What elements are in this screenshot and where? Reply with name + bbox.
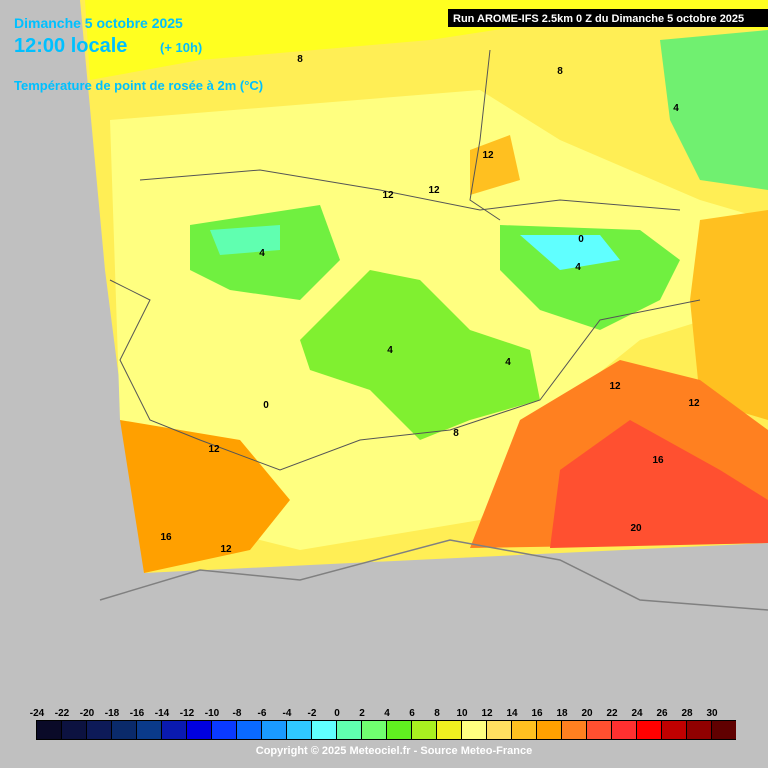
date: Dimanche 5 octobre 2025: [14, 15, 183, 31]
legend-tick-label: -24: [30, 708, 45, 719]
legend-tick-label: -8: [233, 708, 242, 719]
legend-swatch: [262, 721, 286, 739]
legend-tick-label: 12: [481, 708, 493, 719]
legend-swatch: [112, 721, 136, 739]
legend-swatch: [437, 721, 461, 739]
legend-tick-label: 24: [631, 708, 643, 719]
legend-tick-label: -18: [105, 708, 120, 719]
coastline: [99, 539, 768, 611]
zone-red: [550, 420, 768, 548]
contour-label: 12: [428, 185, 440, 196]
legend-tick-label: -4: [283, 708, 292, 719]
legend-swatch: [487, 721, 511, 739]
border: [139, 169, 681, 211]
contour-label: 12: [688, 398, 700, 409]
legend-swatch: [562, 721, 586, 739]
legend-swatch: [637, 721, 661, 739]
time: 12:00 locale: [14, 35, 127, 57]
legend-tick-label: 6: [409, 708, 415, 719]
contour-label: 4: [387, 345, 393, 356]
zone-green: [660, 30, 768, 190]
offset: (+ 10h): [160, 40, 202, 55]
legend-tick-label: -10: [205, 708, 220, 719]
legend-tick-label: 8: [434, 708, 440, 719]
legend-tick-label: -20: [80, 708, 95, 719]
legend-tick-label: -22: [55, 708, 70, 719]
legend-tick-label: 30: [706, 708, 718, 719]
contour-label: 8: [297, 54, 303, 65]
legend-tick-label: 4: [384, 708, 390, 719]
legend-swatch: [237, 721, 261, 739]
legend-swatch: [687, 721, 711, 739]
legend-tick-label: 28: [681, 708, 693, 719]
zone-orange: [470, 135, 520, 195]
legend-tick-label: 22: [606, 708, 618, 719]
legend-swatch: [587, 721, 611, 739]
legend-swatch: [62, 721, 86, 739]
contour-label: 4: [259, 248, 265, 259]
copyright: Copyright © 2025 Meteociel.fr - Source M…: [256, 745, 532, 757]
legend-tick-label: -14: [155, 708, 170, 719]
legend-swatch: [712, 721, 736, 739]
contour-label: 12: [220, 544, 232, 555]
legend-tick-label: 20: [581, 708, 593, 719]
contour-label: 12: [482, 150, 494, 161]
legend-tick-label: 10: [456, 708, 468, 719]
zone-green: [300, 270, 540, 440]
legend-tick-label: 0: [334, 708, 340, 719]
contour-label: 12: [382, 190, 394, 201]
contour-label: 4: [505, 357, 511, 368]
contour-label: 8: [453, 428, 459, 439]
contour-label: 0: [263, 400, 269, 411]
legend-swatch: [512, 721, 536, 739]
legend-swatch: [187, 721, 211, 739]
legend-swatch: [462, 721, 486, 739]
legend-swatch: [87, 721, 111, 739]
run-info: Run AROME-IFS 2.5km 0 Z du Dimanche 5 oc…: [453, 13, 744, 25]
contour-label: 20: [630, 523, 642, 534]
legend-tick-label: -16: [130, 708, 145, 719]
legend-swatch: [312, 721, 336, 739]
zone-cyan: [210, 225, 280, 255]
contour-label: 4: [575, 262, 581, 273]
legend-swatch: [362, 721, 386, 739]
contour-label: 4: [673, 103, 679, 114]
contour-label: 16: [160, 532, 172, 543]
legend-swatch: [212, 721, 236, 739]
contour-label: 12: [609, 381, 621, 392]
legend-swatch: [162, 721, 186, 739]
contour-label: 0: [578, 234, 584, 245]
legend-swatch: [287, 721, 311, 739]
legend-tick-label: 16: [531, 708, 543, 719]
contour-label: 12: [208, 444, 220, 455]
legend-tick-label: 2: [359, 708, 365, 719]
zone-orange: [690, 210, 768, 420]
legend-swatch: [387, 721, 411, 739]
legend-swatch: [537, 721, 561, 739]
legend-swatch: [662, 721, 686, 739]
contour-label: 8: [557, 66, 563, 77]
contour-label: 16: [652, 455, 664, 466]
legend-tick-label: 26: [656, 708, 668, 719]
legend-tick-label: -12: [180, 708, 195, 719]
legend-swatch: [412, 721, 436, 739]
legend-swatch: [37, 721, 61, 739]
legend-tick-label: -2: [308, 708, 317, 719]
legend-swatch: [137, 721, 161, 739]
legend-swatch: [337, 721, 361, 739]
parameter: Température de point de rosée à 2m (°C): [14, 78, 263, 93]
zone-cyan: [520, 235, 620, 270]
legend-tick-label: 18: [556, 708, 568, 719]
border: [109, 279, 701, 471]
run-box: [448, 9, 768, 27]
legend-tick-label: -6: [258, 708, 267, 719]
legend-swatch: [612, 721, 636, 739]
border: [469, 49, 501, 221]
legend-tick-label: 14: [506, 708, 518, 719]
